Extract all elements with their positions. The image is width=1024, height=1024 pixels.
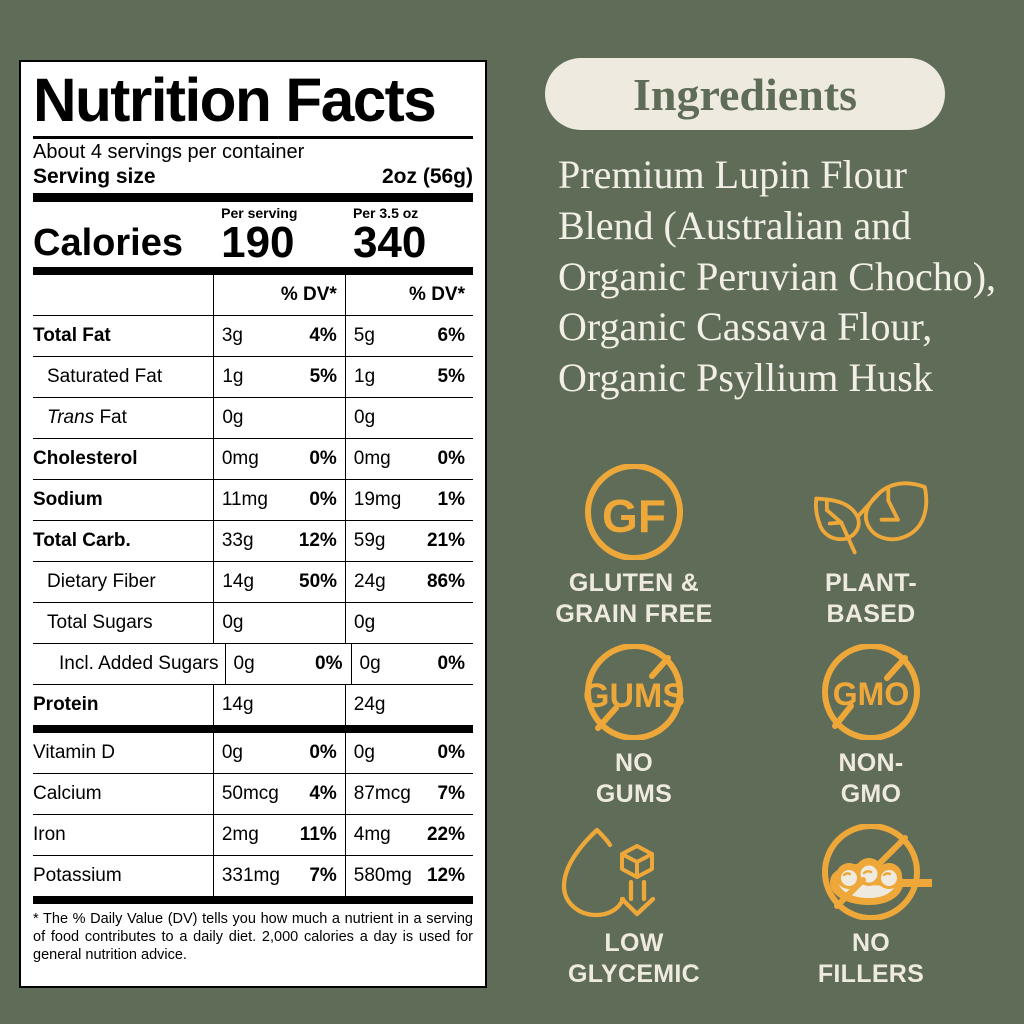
- svg-text:GMO: GMO: [833, 676, 909, 712]
- svg-text:GF: GF: [602, 490, 666, 542]
- svg-text:GUMS: GUMS: [583, 677, 685, 715]
